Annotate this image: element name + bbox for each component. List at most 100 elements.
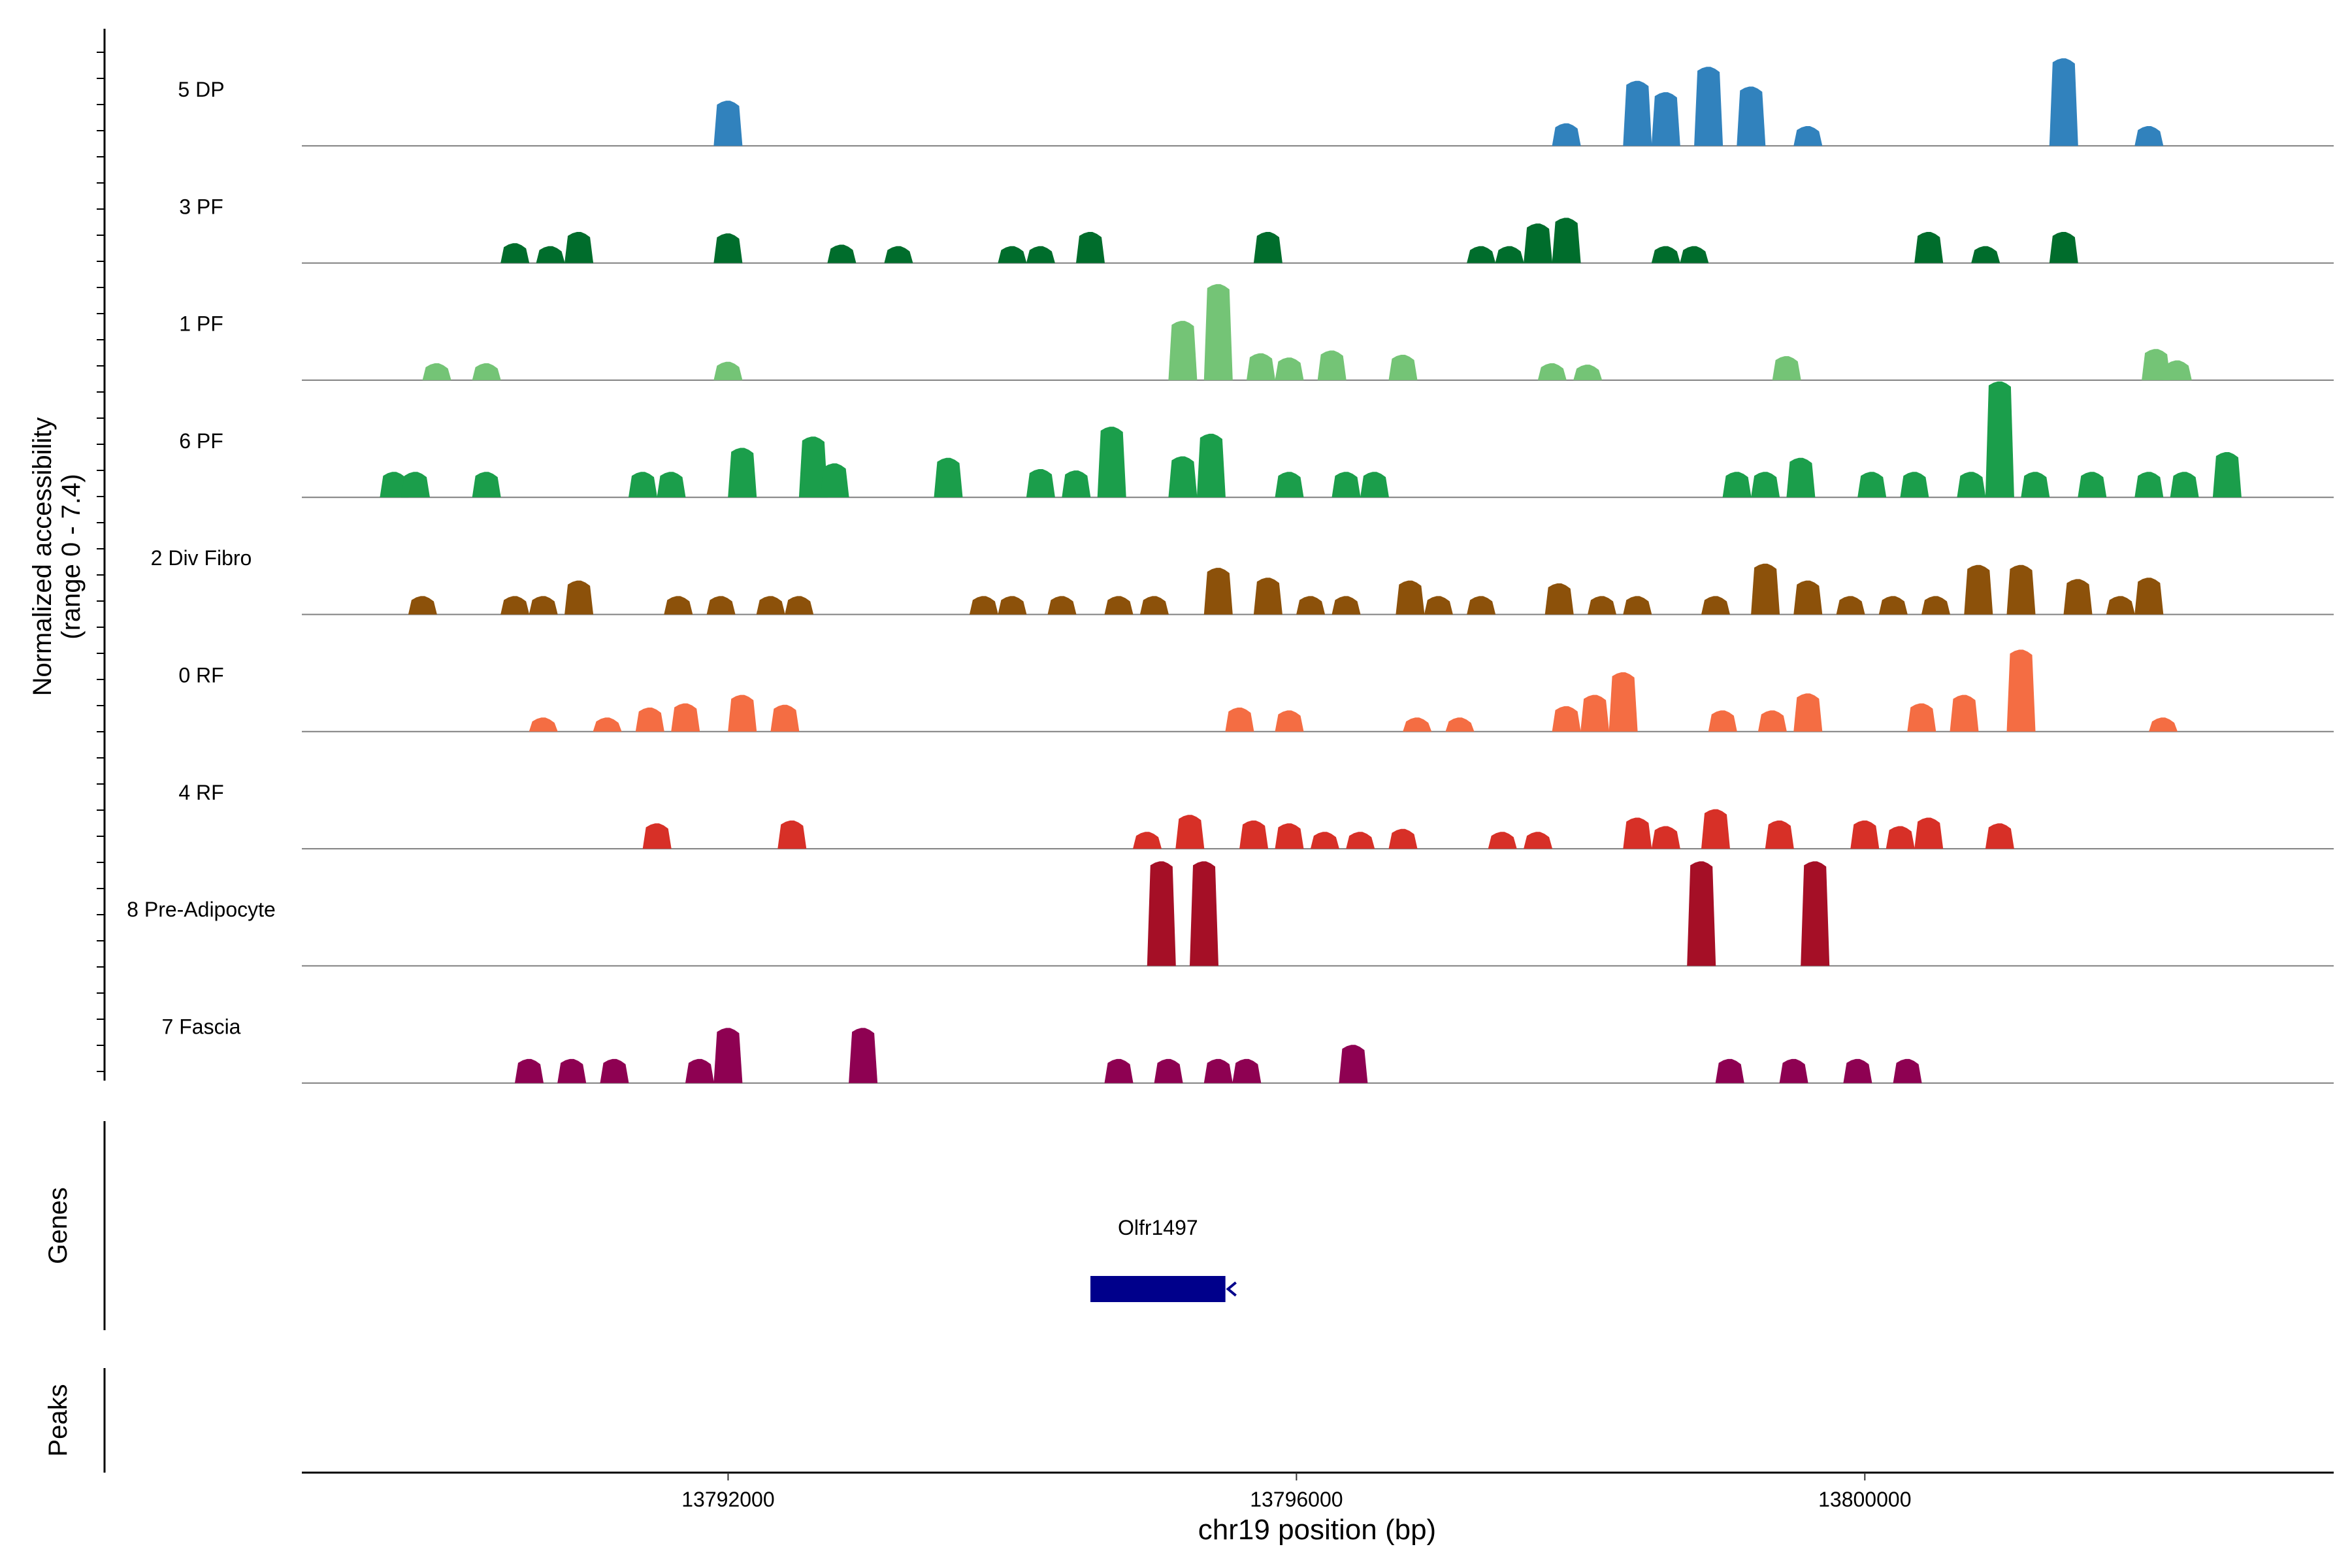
gene-strand-arrow <box>1226 1281 1237 1297</box>
track-label: 5 DP <box>178 78 224 101</box>
peak-mark <box>1857 472 1887 498</box>
peak-mark <box>1168 321 1198 380</box>
track-label: 6 PF <box>179 429 223 453</box>
peak-mark <box>1104 1058 1134 1083</box>
peak-mark <box>1701 596 1730 615</box>
peak-mark <box>1914 817 1944 849</box>
peak-mark <box>2078 472 2107 498</box>
peak-mark <box>728 448 757 498</box>
peak-mark <box>1765 820 1794 849</box>
peak-mark <box>770 704 800 732</box>
peak-mark <box>785 596 814 615</box>
x-axis-ticks: 13792000 13796000 13800000 <box>681 1473 1911 1511</box>
coverage-y-axis-ticks <box>97 52 105 1072</box>
peak-mark <box>1388 828 1418 849</box>
peak-mark <box>1779 1058 1808 1083</box>
peak-mark <box>1757 710 1787 732</box>
peak-mark <box>1801 861 1830 966</box>
peak-mark <box>2134 472 2164 498</box>
peak-mark <box>642 823 672 849</box>
peak-mark <box>408 596 437 615</box>
track-label: 1 PF <box>179 312 223 336</box>
peak-mark <box>1921 596 1950 615</box>
peak-mark <box>2063 579 2093 615</box>
peak-mark <box>969 596 998 615</box>
peak-mark <box>1907 703 1936 732</box>
peak-mark <box>2021 472 2050 498</box>
peak-mark <box>1232 1058 1262 1083</box>
peak-mark <box>600 1058 629 1083</box>
peak-mark <box>1985 381 2014 498</box>
peak-mark <box>1552 123 1581 146</box>
peak-mark <box>1751 563 1780 615</box>
track-4: 2 Div Fibro <box>151 546 2334 615</box>
peak-mark <box>798 436 828 498</box>
peak-mark <box>1651 826 1680 849</box>
peak-mark <box>1843 1058 1872 1083</box>
peak-mark <box>1914 232 1944 263</box>
peak-mark <box>1239 820 1269 849</box>
peak-mark <box>1793 126 1823 146</box>
peak-mark <box>1317 350 1347 380</box>
y-axis-title-line1: Normalized accessibility <box>28 417 57 696</box>
peak-mark <box>1552 706 1581 732</box>
peak-mark <box>629 472 657 498</box>
peak-mark <box>1133 832 1162 849</box>
peak-mark <box>1360 472 1389 498</box>
peak-mark <box>1694 67 1723 146</box>
track-8: 7 Fascia <box>162 1015 2334 1084</box>
peak-mark <box>1772 356 1801 380</box>
track-2: 1 PF <box>179 284 2334 381</box>
peak-mark <box>1154 1058 1183 1083</box>
track-5: 0 RF <box>178 649 2334 732</box>
peak-mark <box>1701 809 1730 849</box>
peak-mark <box>1445 717 1475 732</box>
peak-mark <box>401 472 430 498</box>
peak-mark <box>1957 472 1986 498</box>
peaks-panel-label: Peaks <box>44 1384 73 1456</box>
peak-mark <box>529 717 558 732</box>
peak-mark <box>557 1058 587 1083</box>
peak-mark <box>728 694 757 732</box>
peak-mark <box>713 1028 743 1083</box>
peak-mark <box>1964 564 1993 615</box>
peak-mark <box>1196 433 1226 498</box>
peak-mark <box>1537 363 1567 380</box>
peak-mark <box>713 361 743 380</box>
peak-mark <box>1737 86 1766 146</box>
peak-mark <box>1168 456 1198 498</box>
peak-mark <box>998 246 1027 263</box>
peak-mark <box>1609 672 1638 732</box>
peak-mark <box>2149 717 2178 732</box>
x-tick-label: 13792000 <box>681 1488 774 1511</box>
peak-mark <box>1524 223 1553 263</box>
peak-mark <box>827 244 857 263</box>
peak-mark <box>1573 365 1603 380</box>
peak-mark <box>1580 694 1610 732</box>
peak-mark <box>1886 826 1915 849</box>
peak-mark <box>1552 218 1581 263</box>
peak-mark <box>1878 596 1908 615</box>
peak-mark <box>1047 596 1077 615</box>
peak-mark <box>1275 357 1304 380</box>
peak-mark <box>2163 360 2192 380</box>
peak-mark <box>564 580 594 615</box>
peak-mark <box>1524 832 1553 849</box>
peak-mark <box>1467 246 1496 263</box>
peak-mark <box>1893 1058 1922 1083</box>
peak-mark <box>472 472 501 498</box>
peak-mark <box>1275 472 1304 498</box>
peak-mark <box>934 457 963 498</box>
peak-mark <box>380 472 409 498</box>
peak-mark <box>1062 470 1091 498</box>
peak-mark <box>422 363 451 380</box>
peak-mark <box>1076 232 1105 263</box>
peak-mark <box>1203 1058 1233 1083</box>
peak-mark <box>1680 246 1709 263</box>
genes-panel-label: Genes <box>44 1187 73 1264</box>
track-1: 3 PF <box>179 195 2334 264</box>
peak-mark <box>1225 708 1254 732</box>
peak-mark <box>1388 355 1418 380</box>
peak-mark <box>1190 861 1218 966</box>
peak-mark <box>777 820 807 849</box>
